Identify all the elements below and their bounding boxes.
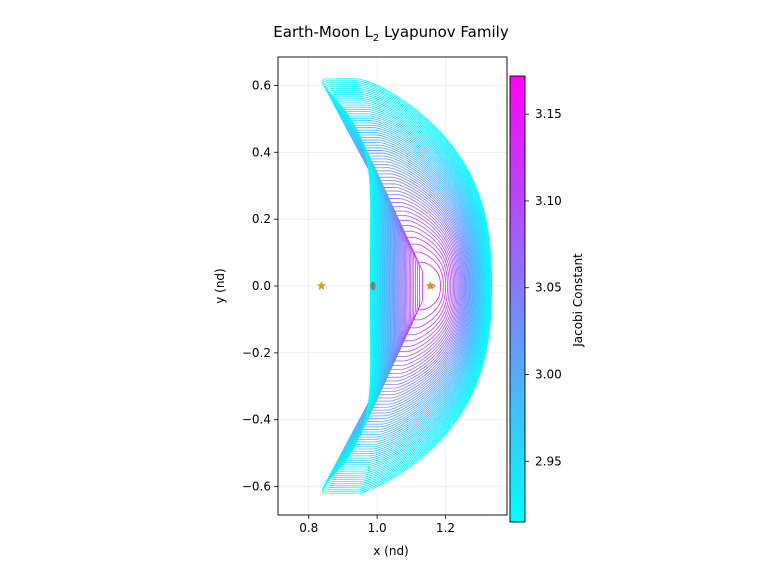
orbit-line-20 xyxy=(369,170,467,402)
colorbar-label: Jacobi Constant xyxy=(571,253,585,348)
orbit-line-33 xyxy=(351,134,477,438)
x-tick-label: 0.8 xyxy=(299,521,318,535)
orbit-line-30 xyxy=(355,142,475,430)
orbit-line-6 xyxy=(398,225,452,347)
orbit-line-8 xyxy=(393,215,454,357)
orbit-line-38 xyxy=(344,122,480,450)
orbit-line-41 xyxy=(341,115,482,457)
orbit-line-37 xyxy=(346,124,480,448)
orbit-line-7 xyxy=(395,220,453,352)
orbit-line-40 xyxy=(342,117,482,455)
orbit-line-49 xyxy=(332,98,487,474)
orbit-line-9 xyxy=(390,210,456,362)
orbit-line-31 xyxy=(353,139,475,433)
colorbar-gradient xyxy=(509,75,526,523)
y-tick-label: 0.6 xyxy=(252,78,271,92)
orbit-line-3 xyxy=(408,243,446,329)
marker-moon xyxy=(370,281,376,291)
colorbar-tick-label: 3.00 xyxy=(535,367,562,381)
orbit-line-5 xyxy=(401,230,450,342)
orbit-line-25 xyxy=(362,155,471,417)
orbit-line-21 xyxy=(368,167,468,405)
y-tick-label: −0.4 xyxy=(242,413,271,427)
orbit-family xyxy=(321,78,493,494)
orbit-line-11 xyxy=(386,202,458,370)
markers xyxy=(316,281,436,291)
orbit-line-14 xyxy=(380,190,461,382)
y-tick-label: 0.0 xyxy=(252,279,271,293)
orbit-line-42 xyxy=(340,113,483,459)
chart-title: Earth-Moon L2 Lyapunov Family xyxy=(273,23,509,44)
orbit-line-29 xyxy=(356,144,474,428)
orbit-line-12 xyxy=(384,198,459,374)
x-tick-label: 1.0 xyxy=(368,521,387,535)
orbit-line-28 xyxy=(357,147,473,425)
orbit-line-46 xyxy=(335,104,485,468)
orbit-line-26 xyxy=(360,152,472,420)
x-axis-ticks: 0.8 1.0 1.2 xyxy=(299,515,455,535)
orbit-line-17 xyxy=(374,180,464,392)
colorbar-ticks: 2.95 3.00 3.05 3.10 3.15 xyxy=(525,107,562,468)
orbit-line-43 xyxy=(338,111,483,461)
plot-area: 0.8 1.0 1.2 0.6 0.4 0.2 0.0 −0.2 −0.4 −0.6 xyxy=(242,56,508,535)
y-tick-label: −0.2 xyxy=(242,346,271,360)
y-tick-label: 0.2 xyxy=(252,212,271,226)
orbit-line-22 xyxy=(366,164,469,408)
orbit-line-19 xyxy=(371,173,466,399)
y-tick-label: 0.4 xyxy=(252,145,271,159)
marker-l1 xyxy=(316,281,327,291)
colorbar-tick-label: 2.95 xyxy=(535,454,562,468)
colorbar-tick-label: 3.10 xyxy=(535,194,562,208)
orbit-line-48 xyxy=(333,100,486,472)
orbit-line-13 xyxy=(382,194,460,378)
orbit-line-45 xyxy=(336,106,485,466)
marker-l2 xyxy=(425,281,436,291)
x-axis-label: x (nd) xyxy=(373,544,409,558)
orbit-line-47 xyxy=(334,102,486,470)
y-axis-label: y (nd) xyxy=(213,268,227,304)
orbit-line-24 xyxy=(363,158,470,414)
orbit-line-35 xyxy=(348,129,478,443)
orbit-line-27 xyxy=(359,150,473,422)
colorbar-tick-label: 3.15 xyxy=(535,107,562,121)
orbit-line-18 xyxy=(373,176,465,396)
colorbar: 2.95 3.00 3.05 3.10 3.15 Jacobi Constant xyxy=(509,75,585,523)
orbit-line-36 xyxy=(347,127,479,445)
orbit-line-15 xyxy=(378,186,462,386)
orbit-line-39 xyxy=(343,120,481,452)
orbit-line-4 xyxy=(404,236,448,336)
orbit-line-10 xyxy=(388,206,457,366)
orbit-line-2 xyxy=(412,251,444,321)
colorbar-tick-label: 3.05 xyxy=(535,281,562,295)
y-axis-ticks: 0.6 0.4 0.2 0.0 −0.2 −0.4 −0.6 xyxy=(242,78,278,494)
orbit-line-44 xyxy=(337,108,484,464)
orbit-line-59 xyxy=(321,78,493,494)
orbit-line-32 xyxy=(352,136,476,436)
orbit-line-23 xyxy=(365,161,469,411)
x-tick-label: 1.2 xyxy=(436,521,455,535)
y-tick-label: −0.6 xyxy=(242,480,271,494)
orbit-line-34 xyxy=(349,132,478,440)
orbit-line-16 xyxy=(376,183,463,389)
orbit-line-1 xyxy=(417,261,441,311)
